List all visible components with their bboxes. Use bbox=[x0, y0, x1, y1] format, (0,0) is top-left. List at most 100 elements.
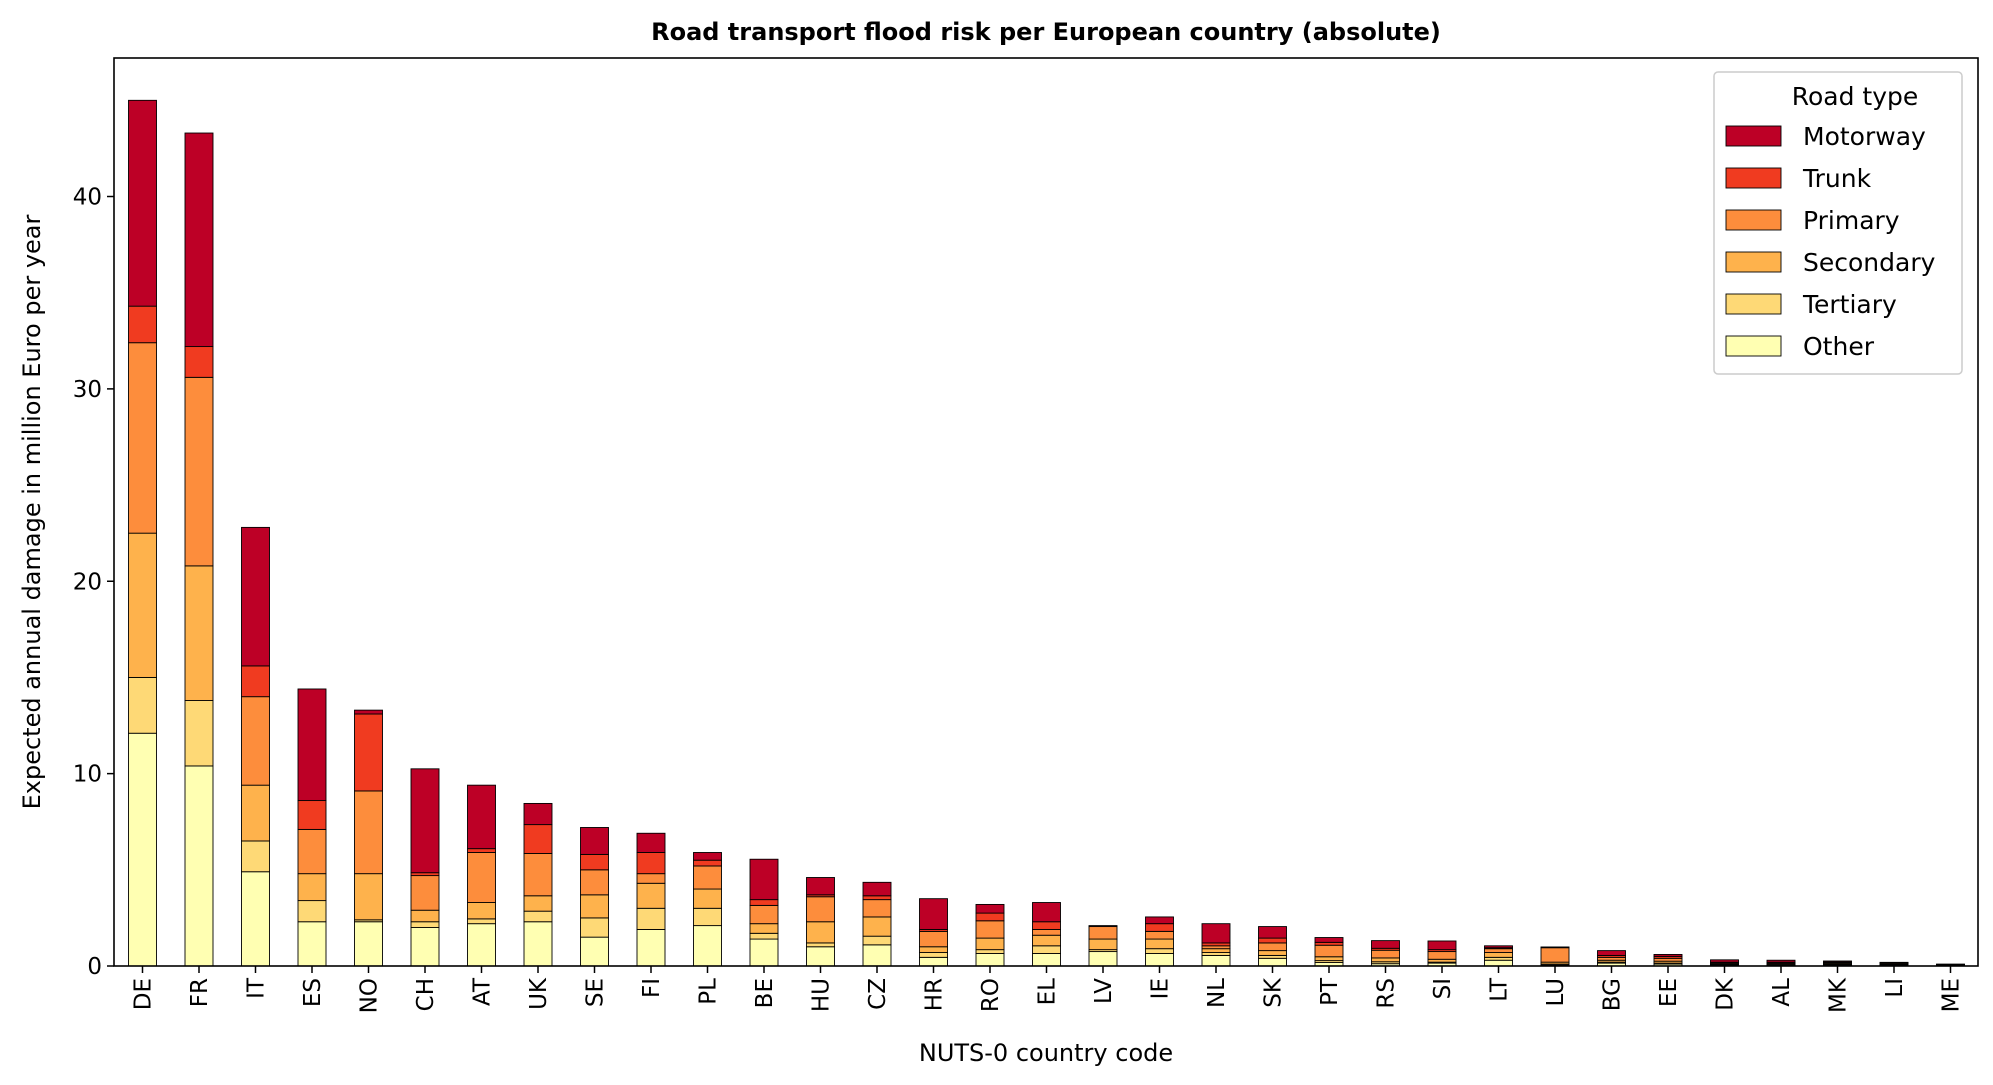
y-tick-label: 30 bbox=[73, 377, 102, 403]
bar-segment-ie-other bbox=[1145, 953, 1174, 967]
bar-segment-fr-tertiary bbox=[184, 700, 214, 767]
bar-segment-sk-secondary bbox=[1258, 950, 1287, 956]
bar-segment-ie-secondary bbox=[1145, 938, 1174, 950]
bar-segment-de-secondary bbox=[128, 532, 157, 678]
bar-segment-fi-trunk bbox=[636, 852, 666, 875]
bar-segment-fr-motorway bbox=[184, 132, 214, 348]
bar-segment-sk-trunk bbox=[1258, 937, 1287, 944]
bar-segment-lu-primary bbox=[1540, 947, 1570, 963]
x-tick-label: SE bbox=[583, 978, 609, 1007]
bar-segment-it-trunk bbox=[241, 665, 270, 698]
y-axis: 0 10 20 30 40 bbox=[73, 185, 114, 980]
legend-label-motorway: Motorway bbox=[1803, 122, 1926, 151]
bar-segment-uk-trunk bbox=[523, 824, 553, 854]
bar-segment-mk-motorway bbox=[1823, 960, 1852, 963]
x-tick-label: FR bbox=[187, 978, 213, 1007]
bar-segment-it-secondary bbox=[241, 784, 270, 842]
bar-segment-fr-other bbox=[184, 765, 214, 967]
y-axis-label: Expected annual damage in million Euro p… bbox=[18, 214, 46, 809]
bar-segment-hr-other bbox=[919, 956, 948, 967]
x-tick-label: LV bbox=[1091, 978, 1117, 1004]
bar-segment-ro-motorway bbox=[975, 903, 1005, 914]
bar-segment-lt-motorway bbox=[1484, 945, 1513, 949]
x-tick-label: LU bbox=[1543, 978, 1569, 1007]
bar-segment-fr-primary bbox=[184, 376, 214, 567]
bar-segment-ie-motorway bbox=[1145, 916, 1174, 925]
bar-segment-lt-other bbox=[1484, 959, 1513, 967]
bar-segment-ee-motorway bbox=[1653, 954, 1683, 957]
bars-layer bbox=[128, 99, 1965, 967]
legend-label-primary: Primary bbox=[1803, 206, 1900, 235]
bar-segment-bg-motorway bbox=[1597, 950, 1626, 956]
x-tick-label: PT bbox=[1317, 977, 1343, 1006]
x-tick-label: IT bbox=[244, 977, 270, 999]
legend-label-other: Other bbox=[1803, 332, 1875, 361]
legend-swatch-tertiary bbox=[1725, 293, 1782, 315]
bar-segment-es-trunk bbox=[297, 800, 327, 830]
bar-segment-it-motorway bbox=[241, 526, 270, 667]
legend-title: Road type bbox=[1792, 82, 1919, 111]
bar-segment-be-trunk bbox=[749, 899, 779, 906]
bar-segment-hu-tertiary bbox=[806, 942, 835, 948]
bar-segment-rs-primary bbox=[1371, 949, 1400, 959]
bar-segment-no-secondary bbox=[354, 873, 383, 921]
x-tick-label: DE bbox=[131, 978, 157, 1010]
bar-segment-cz-primary bbox=[862, 899, 892, 918]
bar-segment-fr-secondary bbox=[184, 565, 214, 701]
bar-segment-al-motorway bbox=[1766, 959, 1796, 963]
x-tick-label: RO bbox=[978, 978, 1004, 1012]
legend: Road type Motorway Trunk Primary Secondary T… bbox=[1713, 71, 1963, 375]
bar-segment-el-primary bbox=[1032, 929, 1061, 936]
bar-segment-se-motorway bbox=[580, 827, 609, 855]
bar-segment-uk-secondary bbox=[523, 895, 553, 912]
bar-segment-lt-secondary bbox=[1484, 952, 1513, 958]
bar-segment-uk-other bbox=[523, 921, 553, 967]
x-tick-label: AT bbox=[470, 977, 496, 1006]
bar-segment-cz-other bbox=[862, 944, 892, 967]
bar-segment-el-secondary bbox=[1032, 934, 1061, 947]
y-tick-label: 40 bbox=[73, 185, 102, 211]
bar-segment-lv-secondary bbox=[1088, 938, 1118, 951]
bar-segment-at-motorway bbox=[467, 784, 496, 850]
bar-segment-pt-secondary bbox=[1314, 956, 1344, 962]
bar-segment-pt-primary bbox=[1314, 944, 1344, 958]
bar-segment-ch-motorway bbox=[410, 768, 440, 874]
bar-segment-rs-motorway bbox=[1371, 940, 1400, 949]
bar-segment-pl-motorway bbox=[693, 852, 722, 861]
bar-segment-be-primary bbox=[749, 904, 779, 925]
bar-segment-el-trunk bbox=[1032, 921, 1061, 930]
bar-segment-fr-trunk bbox=[184, 346, 214, 378]
bar-segment-ro-trunk bbox=[975, 912, 1005, 922]
x-tick-label: NL bbox=[1204, 978, 1230, 1008]
bar-segment-ch-other bbox=[410, 927, 440, 967]
bar-segment-hr-primary bbox=[919, 930, 948, 948]
legend-swatch-secondary bbox=[1725, 251, 1782, 273]
bar-segment-nl-motorway bbox=[1201, 923, 1231, 944]
bar-segment-ie-tertiary bbox=[1145, 948, 1174, 954]
bar-segment-it-other bbox=[241, 871, 270, 967]
x-tick-label: LT bbox=[1487, 977, 1513, 1002]
x-tick-label: CH bbox=[413, 978, 439, 1011]
x-tick-label: UK bbox=[526, 977, 552, 1010]
plot-frame bbox=[113, 57, 1979, 967]
bar-segment-sk-motorway bbox=[1258, 926, 1287, 939]
bar-segment-cz-tertiary bbox=[862, 935, 892, 946]
bar-segment-at-other bbox=[467, 923, 496, 967]
x-tick-label: HR bbox=[922, 978, 948, 1011]
bar-segment-fi-other bbox=[636, 929, 666, 967]
bar-segment-cz-trunk bbox=[862, 895, 892, 901]
bar-segment-ro-other bbox=[975, 953, 1005, 967]
legend-label-tertiary: Tertiary bbox=[1802, 290, 1897, 319]
x-tick-label: CZ bbox=[865, 978, 891, 1010]
bar-segment-sk-other bbox=[1258, 957, 1287, 967]
bar-segment-ch-secondary bbox=[410, 909, 440, 923]
bar-segment-pl-trunk bbox=[693, 859, 722, 867]
legend-items: Motorway Trunk Primary Secondary Tertiary Oth… bbox=[1725, 122, 1936, 361]
bar-segment-ro-primary bbox=[975, 920, 1005, 939]
bar-segment-no-motorway bbox=[354, 709, 383, 715]
bar-segment-de-tertiary bbox=[128, 676, 157, 734]
x-tick-label: EL bbox=[1035, 978, 1061, 1006]
bar-segment-hu-motorway bbox=[806, 877, 835, 896]
bar-segment-si-motorway bbox=[1427, 940, 1457, 951]
bar-segment-se-trunk bbox=[580, 853, 609, 871]
